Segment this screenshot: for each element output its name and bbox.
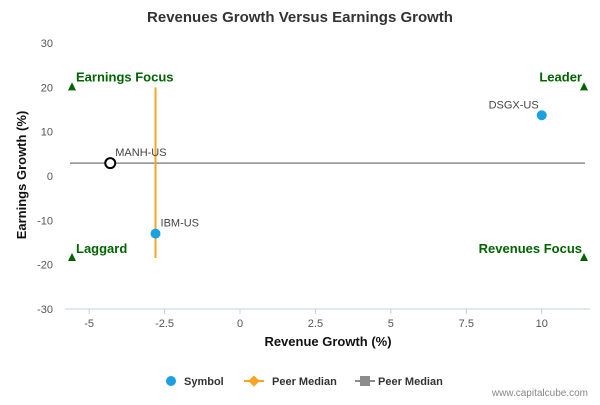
x-tick-label: 7.5 xyxy=(459,318,474,330)
quadrant-label-earnings-focus: Earnings Focus xyxy=(76,69,174,84)
data-point-manh-us[interactable] xyxy=(104,157,117,170)
legend: Symbol Peer Median Peer Median xyxy=(166,375,443,388)
data-point-ibm-us[interactable] xyxy=(150,228,161,239)
quadrant-label-leader: Leader xyxy=(539,69,582,84)
peer-median-lines xyxy=(70,87,585,259)
legend-item-peer-median-earnings[interactable]: Peer Median xyxy=(355,376,443,388)
quadrant-label-revenues-focus: Revenues Focus xyxy=(479,241,582,256)
legend-orange-diamond xyxy=(248,375,260,387)
data-points: DSGX-US MANH-US IBM-US xyxy=(104,99,547,239)
y-tick-label: -20 xyxy=(37,260,53,272)
legend-peer-median-label-2: Peer Median xyxy=(378,376,443,388)
y-tick-label: 30 xyxy=(41,38,53,50)
legend-symbol-marker xyxy=(166,376,176,386)
x-tick-label: 0 xyxy=(237,318,243,330)
x-tick-label: -5 xyxy=(84,318,94,330)
quadrant-marker-bottom-right xyxy=(580,253,588,262)
data-point-dsgx-us[interactable] xyxy=(536,110,547,121)
legend-symbol-label: Symbol xyxy=(184,376,224,388)
x-tick-label: -2.5 xyxy=(155,318,174,330)
data-point-label: DSGX-US xyxy=(489,99,539,111)
credit-text[interactable]: www.capitalcube.com xyxy=(491,388,588,399)
y-tick-label: 10 xyxy=(41,127,53,139)
quadrant-marker-top-left xyxy=(68,82,76,91)
data-point-label: MANH-US xyxy=(115,147,166,159)
legend-gray-square xyxy=(360,376,370,386)
y-axis-ticks: 30 20 10 0 -10 -20 -30 xyxy=(37,38,53,316)
quadrant-labels: Earnings Focus Leader Laggard Revenues Focu… xyxy=(68,69,588,262)
y-tick-label: 20 xyxy=(41,82,53,94)
quadrant-label-laggard: Laggard xyxy=(76,241,127,256)
data-point-label: IBM-US xyxy=(161,218,200,230)
legend-item-symbol[interactable]: Symbol xyxy=(166,376,224,388)
y-axis-label: Earnings Growth (%) xyxy=(14,111,29,240)
chart-title: Revenues Growth Versus Earnings Growth xyxy=(147,9,453,26)
x-axis-label: Revenue Growth (%) xyxy=(264,334,391,349)
y-tick-label: -10 xyxy=(37,215,53,227)
y-tick-label: -30 xyxy=(37,304,53,316)
legend-item-peer-median-revenue[interactable]: Peer Median xyxy=(244,375,337,388)
legend-peer-median-label-1: Peer Median xyxy=(272,376,337,388)
x-tick-label: 5 xyxy=(388,318,394,330)
quadrant-marker-top-right xyxy=(580,82,588,91)
quadrant-marker-bottom-left xyxy=(68,253,76,262)
x-axis-ticks: -5 -2.5 0 2.5 5 7.5 10 xyxy=(84,309,548,330)
x-tick-label: 2.5 xyxy=(308,318,323,330)
y-tick-label: 0 xyxy=(47,171,53,183)
x-tick-label: 10 xyxy=(536,318,548,330)
